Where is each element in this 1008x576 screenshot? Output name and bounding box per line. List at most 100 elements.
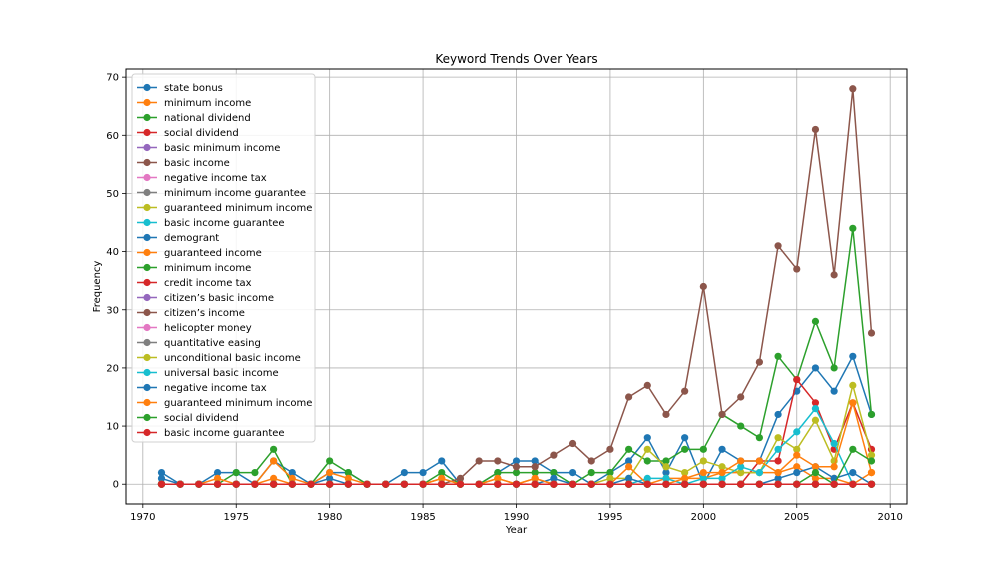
data-point bbox=[830, 271, 838, 279]
data-point bbox=[270, 457, 278, 465]
legend-marker bbox=[143, 398, 151, 407]
data-point bbox=[718, 445, 726, 453]
data-point bbox=[681, 469, 689, 477]
legend-label: social dividend bbox=[164, 128, 239, 139]
data-point bbox=[793, 265, 801, 273]
data-point bbox=[662, 463, 670, 471]
x-tick-label: 2010 bbox=[877, 512, 902, 523]
x-tick-label: 1970 bbox=[130, 512, 155, 523]
data-point bbox=[811, 416, 820, 424]
legend-entry: basic income guarantee bbox=[137, 428, 285, 439]
legend-marker bbox=[143, 188, 151, 197]
legend: state bonus minimum income national divide… bbox=[131, 73, 316, 443]
data-point bbox=[531, 457, 539, 465]
legend-entry: negative income tax bbox=[137, 173, 267, 184]
data-point bbox=[475, 457, 483, 465]
legend-entry: quantitative easing bbox=[137, 338, 261, 349]
legend-label: guaranteed minimum income bbox=[164, 398, 312, 409]
legend-marker bbox=[143, 368, 151, 377]
data-point bbox=[531, 480, 539, 488]
data-point bbox=[830, 364, 838, 372]
data-point bbox=[849, 469, 857, 477]
data-point bbox=[625, 474, 633, 483]
data-point bbox=[606, 480, 614, 488]
legend-label: citizen’s basic income bbox=[164, 293, 274, 304]
data-point bbox=[344, 469, 352, 477]
data-point bbox=[867, 451, 876, 459]
data-point bbox=[568, 469, 577, 477]
data-point bbox=[774, 445, 782, 453]
legend-entry: demogrant bbox=[137, 233, 219, 244]
legend-marker bbox=[143, 113, 151, 122]
data-point bbox=[737, 469, 745, 477]
data-point bbox=[288, 469, 296, 477]
data-point bbox=[531, 474, 539, 483]
data-point bbox=[625, 393, 633, 401]
y-tick-label: 0 bbox=[113, 480, 119, 491]
data-point bbox=[176, 480, 184, 488]
legend-label: demogrant bbox=[164, 233, 219, 244]
data-point bbox=[270, 480, 278, 488]
data-point bbox=[681, 445, 689, 453]
data-point bbox=[811, 317, 820, 325]
legend-entry: minimum income bbox=[137, 263, 251, 274]
data-point bbox=[867, 410, 876, 419]
legend-marker bbox=[143, 98, 151, 107]
legend-marker bbox=[143, 413, 151, 422]
data-point bbox=[849, 445, 857, 453]
data-point bbox=[774, 457, 782, 465]
data-point bbox=[625, 445, 633, 453]
data-point bbox=[456, 480, 465, 488]
data-point bbox=[419, 480, 427, 488]
data-point bbox=[830, 480, 838, 488]
data-point bbox=[568, 480, 577, 488]
series-group bbox=[157, 480, 876, 488]
data-point bbox=[737, 463, 745, 471]
legend-label: minimum income bbox=[164, 98, 251, 109]
data-point bbox=[550, 451, 558, 459]
data-point bbox=[793, 451, 801, 459]
data-point bbox=[699, 457, 707, 465]
data-point bbox=[213, 469, 222, 477]
legend-entry: social dividend bbox=[137, 128, 239, 139]
data-point bbox=[793, 480, 801, 488]
y-tick-label: 50 bbox=[106, 189, 119, 200]
data-point bbox=[643, 457, 651, 465]
legend-marker bbox=[143, 128, 151, 137]
data-point bbox=[213, 480, 222, 488]
data-point bbox=[438, 474, 446, 483]
legend-marker bbox=[143, 233, 151, 242]
data-point bbox=[213, 474, 222, 483]
legend-entry: minimum income guarantee bbox=[137, 188, 306, 199]
legend-label: national dividend bbox=[164, 113, 251, 124]
series-lines bbox=[157, 85, 876, 488]
data-point bbox=[587, 457, 595, 465]
data-point bbox=[774, 410, 782, 419]
legend-entry: negative income tax bbox=[137, 383, 267, 394]
legend-marker bbox=[143, 323, 151, 332]
legend-marker bbox=[143, 203, 151, 212]
data-point bbox=[737, 422, 745, 430]
data-point bbox=[811, 405, 820, 413]
data-point bbox=[699, 445, 707, 453]
legend-entry: unconditional basic income bbox=[137, 353, 301, 364]
y-tick-label: 60 bbox=[106, 131, 119, 142]
data-point bbox=[681, 480, 689, 488]
data-point bbox=[755, 358, 763, 366]
data-point bbox=[288, 474, 296, 483]
data-point bbox=[512, 469, 521, 477]
data-point bbox=[793, 375, 801, 384]
data-point bbox=[512, 463, 521, 471]
data-point bbox=[737, 457, 745, 465]
data-point bbox=[251, 469, 259, 477]
legend-label: state bonus bbox=[164, 83, 223, 94]
legend-entry: guaranteed minimum income bbox=[137, 203, 312, 214]
data-point bbox=[811, 364, 820, 372]
data-point bbox=[662, 469, 670, 477]
data-point bbox=[643, 434, 651, 442]
data-point bbox=[625, 480, 633, 488]
y-axis-label: Frequency bbox=[92, 261, 103, 313]
data-point bbox=[737, 393, 745, 401]
data-point bbox=[550, 480, 558, 488]
